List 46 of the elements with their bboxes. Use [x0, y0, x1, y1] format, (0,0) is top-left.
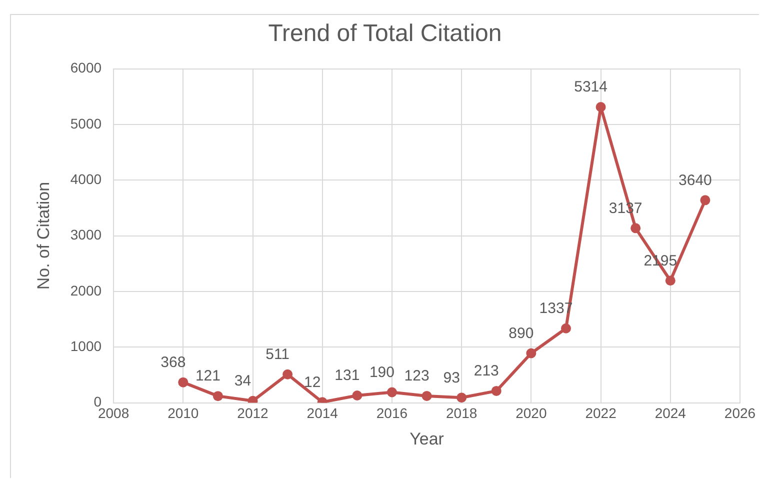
x-tick-label: 2014	[306, 405, 338, 422]
data-label: 890	[508, 324, 534, 342]
data-label: 3640	[678, 172, 712, 189]
x-tick-label: 2018	[446, 405, 478, 422]
y-tick-label: 6000	[70, 60, 102, 76]
data-label: 5314	[574, 78, 608, 96]
x-tick-label: 2016	[376, 405, 408, 422]
x-tick-label: 2010	[168, 405, 199, 422]
point	[596, 102, 606, 112]
point	[178, 377, 188, 388]
x-tick-label: 2026	[724, 405, 756, 422]
x-tick-label: 2012	[237, 405, 269, 422]
point	[700, 195, 710, 206]
point	[352, 390, 362, 401]
point	[386, 387, 397, 398]
point	[212, 391, 223, 402]
y-tick-label: 2000	[70, 282, 102, 298]
x-tick-label: 2020	[516, 405, 547, 422]
y-tick-label: 5000	[70, 115, 102, 132]
data-label: 190	[369, 364, 394, 381]
x-axis-title: Year	[410, 429, 444, 448]
x-tick-label: 2024	[654, 405, 686, 422]
data-label: 213	[474, 362, 499, 380]
data-label: 123	[404, 368, 430, 385]
chart-title: Trend of Total Citation	[268, 20, 502, 48]
y-tick-label: 4000	[70, 170, 102, 187]
point	[560, 323, 571, 334]
point	[456, 392, 467, 403]
point	[630, 223, 641, 234]
point	[282, 369, 293, 380]
point	[491, 386, 502, 396]
y-axis-title: No. of Citation	[34, 182, 53, 290]
y-tick-label: 3000	[70, 226, 102, 243]
point	[422, 390, 432, 401]
data-label: 131	[334, 367, 360, 384]
y-tick-label: 1000	[70, 338, 102, 354]
data-label: 12	[304, 374, 321, 391]
data-label: 34	[234, 372, 252, 390]
point	[526, 348, 536, 358]
data-label: 121	[195, 368, 220, 385]
point	[665, 276, 676, 286]
data-label: 93	[443, 369, 460, 386]
x-tick-label: 2008	[98, 405, 130, 422]
data-label: 511	[266, 346, 290, 363]
x-tick-label: 2022	[585, 405, 617, 422]
data-label: 368	[160, 354, 186, 371]
